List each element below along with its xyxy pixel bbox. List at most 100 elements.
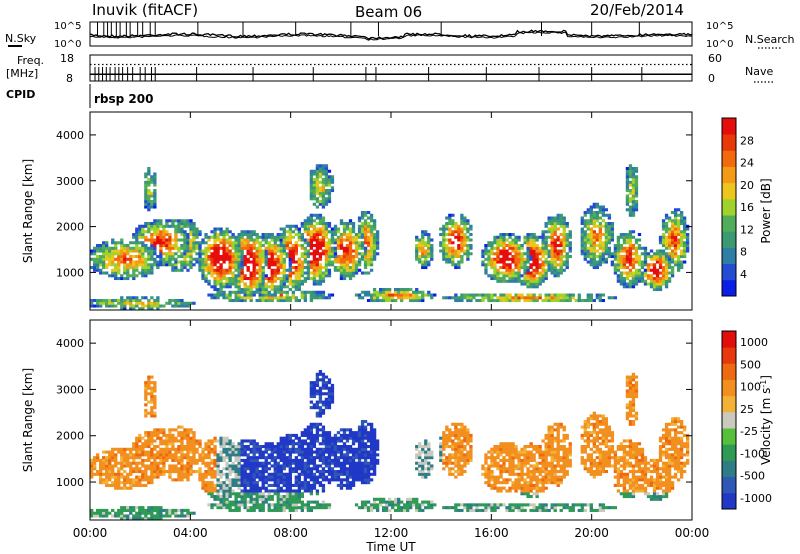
heat-cell [315,238,320,242]
heat-cell [138,263,142,267]
heat-cell [234,235,238,239]
heat-cell [123,478,127,482]
heat-cell [312,169,317,173]
heat-cell [652,257,657,261]
heat-cell [628,279,633,283]
heat-cell [267,263,271,267]
heat-cell [138,301,142,305]
heat-cell [592,233,596,237]
heat-cell [297,244,301,248]
heat-cell [664,238,669,242]
heat-cell [312,202,317,206]
heat-cell [321,230,326,234]
heat-cell [129,266,133,270]
heat-cell [153,249,157,253]
heat-cell [418,299,422,303]
heat-cell [580,241,584,245]
heat-cell [285,489,289,493]
heat-cell [303,246,308,250]
heat-cell [312,191,317,195]
heat-cell [243,450,247,454]
heat-cell [682,233,687,237]
heat-cell [309,175,314,179]
heat-cell [312,194,317,198]
heat-cell [634,200,639,204]
heat-cell [192,445,196,449]
heat-cell [499,244,503,248]
heat-cell [225,271,229,275]
heat-cell [628,197,633,201]
heat-cell [279,266,283,270]
heat-cell [369,219,374,223]
heat-cell [285,246,289,250]
heat-cell [330,235,335,239]
heat-cell [288,436,292,440]
heat-cell [327,506,332,510]
heat-cell [658,277,663,281]
heat-cell [580,246,584,250]
heat-cell [309,172,314,176]
heat-cell [466,255,470,259]
heat-cell [538,249,542,253]
heat-cell [276,260,280,264]
heat-cell [252,497,256,501]
heat-cell [490,277,494,281]
heat-cell [339,219,344,223]
heat-cell [141,268,145,272]
heat-cell [312,395,317,399]
heat-cell [147,205,151,209]
heat-cell [312,252,317,256]
heat-cell [270,274,274,278]
heat-cell [372,233,377,237]
heat-cell [556,296,560,300]
heat-cell [592,260,596,264]
heat-cell [649,282,654,286]
heat-cell [219,271,223,275]
heat-cell [574,299,578,303]
heat-cell [643,246,648,250]
heat-cell [625,186,630,190]
heat-cell [150,375,154,379]
heat-cell [258,274,262,278]
heat-cell [174,244,178,248]
heat-cell [153,456,157,460]
heat-cell [327,268,332,272]
heat-cell [634,205,639,209]
heat-cell [213,241,217,245]
heat-cell [297,447,301,451]
heat-cell [240,290,244,294]
heat-cell [288,271,292,275]
heat-cell [273,279,277,283]
heat-cell [544,257,548,261]
heat-cell [306,489,311,493]
heat-cell [153,470,157,474]
heat-cell [147,246,151,250]
heat-cell [162,260,166,264]
heat-cell [547,266,551,270]
heat-cell [210,255,214,259]
heat-cell [237,458,241,462]
heat-cell [505,296,509,300]
heat-cell [99,249,103,253]
heat-cell [93,260,97,264]
heat-cell [135,453,139,457]
heat-cell [153,246,157,250]
heat-cell [321,238,326,242]
heat-cell [685,238,690,242]
heat-cell [318,470,323,474]
heat-cell [174,219,178,223]
heat-cell [147,227,151,231]
heat-cell [625,200,630,204]
heat-cell [189,238,193,242]
heat-cell [180,238,184,242]
heat-cell [451,233,455,237]
heat-cell [222,489,226,493]
heat-cell [159,517,163,521]
heat-cell [135,478,139,482]
heat-cell [225,478,229,482]
heat-cell [192,442,196,446]
heat-cell [237,461,241,465]
heat-cell [571,293,575,297]
heat-cell [279,472,283,476]
heat-cell [255,481,259,485]
